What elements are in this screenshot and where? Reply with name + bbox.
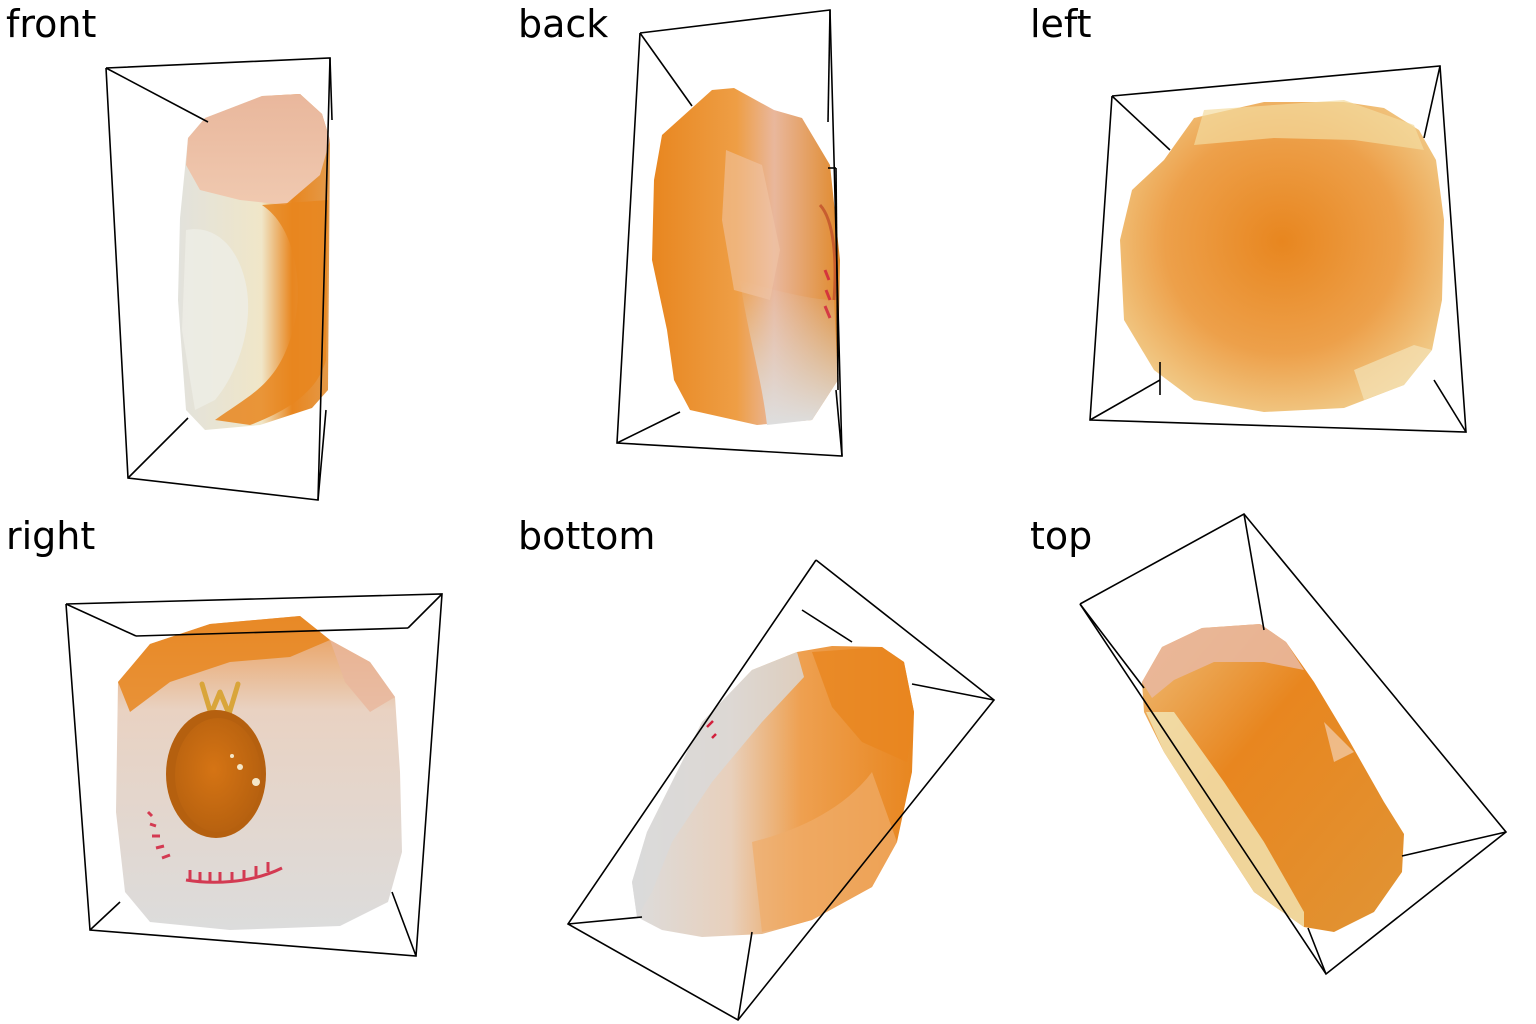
render-front bbox=[105, 57, 333, 501]
bounding-box-back bbox=[616, 9, 843, 457]
bounding-box-front bbox=[105, 57, 333, 501]
panel-right: right bbox=[0, 512, 512, 1024]
view-label-left: left bbox=[1030, 2, 1092, 46]
bounding-box-top bbox=[1079, 512, 1508, 976]
bounding-box-right bbox=[65, 593, 443, 957]
logo-mark-right bbox=[199, 681, 241, 717]
mesh-front bbox=[178, 94, 330, 430]
panel-front: front bbox=[0, 0, 512, 512]
mesh-back bbox=[652, 88, 840, 425]
view-label-back: back bbox=[518, 2, 609, 46]
render-top bbox=[1079, 512, 1508, 976]
view-label-bottom: bottom bbox=[518, 514, 656, 558]
mesh-right bbox=[116, 616, 402, 930]
panel-bottom: bottom bbox=[512, 512, 1024, 1024]
bounding-box-bottom bbox=[566, 559, 996, 1022]
panel-back: back bbox=[512, 0, 1024, 512]
render-right bbox=[65, 593, 443, 957]
print-red-back bbox=[818, 203, 837, 319]
view-label-front: front bbox=[6, 2, 97, 46]
badge-circle-right bbox=[166, 710, 266, 838]
mesh-bottom bbox=[632, 646, 914, 937]
panel-top: top bbox=[1024, 512, 1536, 1024]
mesh-left bbox=[1120, 100, 1444, 412]
render-bottom bbox=[566, 559, 996, 1022]
panel-left: left bbox=[1024, 0, 1536, 512]
view-label-right: right bbox=[6, 514, 96, 558]
render-left bbox=[1089, 65, 1467, 433]
render-back bbox=[616, 9, 843, 457]
print-red-right bbox=[146, 810, 283, 884]
bounding-box-left bbox=[1089, 65, 1467, 433]
mesh-top bbox=[1142, 624, 1404, 932]
view-label-top: top bbox=[1030, 514, 1093, 558]
